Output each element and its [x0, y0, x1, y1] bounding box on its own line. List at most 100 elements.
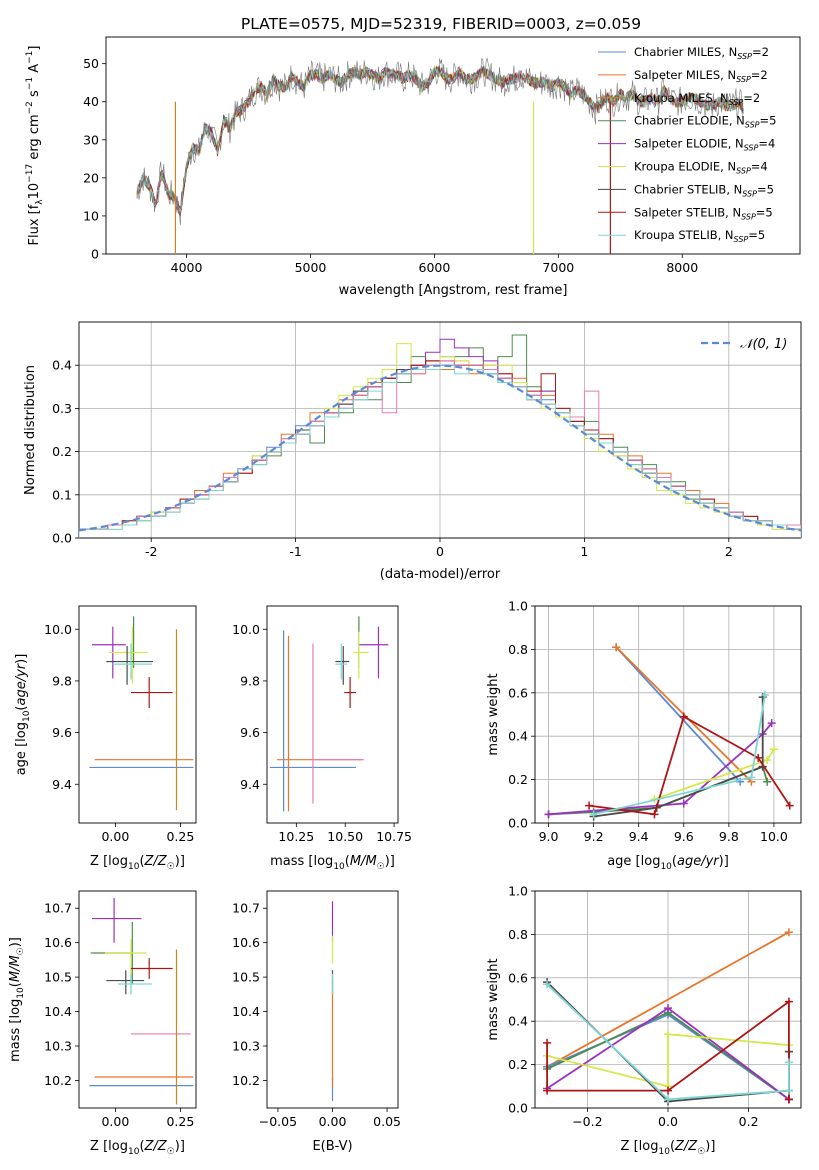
data-line: [136, 57, 744, 225]
age-vs-z-panel: 0.00 0.25 9.4 9.6 9.8 10.0 Z [log10(Z/Z☉)] age …: [14, 605, 197, 872]
y-tick-label: 9.8: [52, 673, 72, 688]
weight-line: [546, 931, 790, 1068]
errorbars: [269, 616, 389, 812]
x-tick-label: −0.2: [572, 1114, 602, 1129]
legend-entry: Chabrier STELIB, NSSP=5: [634, 182, 774, 198]
y-tick-label: 0: [91, 247, 99, 262]
x-tick-label: -2: [145, 544, 157, 559]
plot-frame: [78, 321, 802, 539]
weight-vs-z-panel: −0.2 0.0 0.2 0.0 0.2 0.4 0.6 0.8 1.0 mass weight Z…: [486, 884, 802, 1157]
y-tick-label: 0.8: [508, 642, 528, 657]
y-tick-label: 0.6: [508, 970, 528, 985]
y-tick-label: 9.4: [52, 777, 72, 792]
x-tick-label: 7000: [542, 260, 574, 275]
x-tick-label: 8000: [666, 260, 698, 275]
y-tick-label: 0.4: [508, 1014, 528, 1029]
y-tick-label: 50: [83, 56, 99, 71]
weight-vs-age-panel: 9.0 9.2 9.4 9.6 9.8 10.0 0.0 0.2 0.4 0.6 0.8 1.0 mas…: [486, 599, 802, 872]
x-tick-label: 9.0: [539, 829, 559, 844]
x-tick-label: 0.25: [166, 829, 194, 844]
y-tick-label: 0.6: [508, 685, 528, 700]
y-axis-label: mass weight: [486, 673, 501, 755]
y-tick-label: 40: [83, 94, 99, 109]
weight-marker: [784, 1086, 793, 1095]
y-tick-label: 0.3: [52, 401, 72, 416]
plot-frame: [266, 890, 399, 1109]
y-tick-label: 10.5: [232, 970, 260, 985]
y-tick-label: 10.0: [44, 622, 72, 637]
x-tick-label: 0.05: [373, 1114, 401, 1129]
gaussian-curve: [79, 364, 801, 532]
age-vs-mass-panel: 10.25 10.50 10.75 9.4 9.6 9.8 10.0 mass [log10(…: [232, 605, 412, 872]
weight-marker: [589, 810, 598, 819]
y-tick-label: 9.6: [52, 725, 72, 740]
y-tick-label: 1.0: [508, 884, 528, 899]
x-tick-label: 9.8: [719, 829, 739, 844]
x-tick-label: -1: [289, 544, 301, 559]
y-tick-label: 10.7: [232, 901, 260, 916]
y-tick-label: 10.5: [44, 970, 72, 985]
plot-frame: [534, 890, 802, 1109]
y-tick-label: 9.6: [240, 725, 260, 740]
weight-line: [615, 646, 741, 783]
plot-frame: [105, 36, 801, 255]
weight-marker: [679, 712, 688, 721]
x-axis-label: mass [log10(M/M☉)]: [270, 854, 395, 872]
y-tick-label: 0.0: [52, 531, 72, 546]
legend: Chabrier MILES, NSSP=2 Salpeter MILES, NS…: [598, 45, 776, 244]
x-axis-label: age [log10(age/yr)]: [607, 854, 729, 872]
x-tick-label: 0: [436, 544, 444, 559]
legend-entry: Salpeter STELIB, NSSP=5: [634, 205, 773, 221]
y-tick-label: 10.4: [44, 1004, 72, 1019]
legend-entry: Kroupa ELODIE, NSSP=4: [634, 160, 768, 176]
legend-entry: Kroupa MILES, NSSP=2: [634, 91, 760, 107]
weight-marker: [763, 756, 772, 765]
spectrum-lines: [136, 57, 744, 254]
x-tick-label: 0.00: [101, 829, 129, 844]
y-tick-label: 10.7: [44, 901, 72, 916]
weight-marker: [767, 719, 776, 728]
x-tick-label: 0.0: [658, 1114, 678, 1129]
plot-frame: [78, 890, 197, 1109]
weight-marker: [784, 928, 793, 937]
y-tick-label: 1.0: [508, 599, 528, 614]
weight-marker: [784, 997, 793, 1006]
y-axis-label: Flux [fλ10−17 erg cm−2 s−1 A−1]: [25, 46, 45, 246]
spectrum-panel: 4000 5000 6000 7000 8000 0 10 20 30 40 50 Flux [fλ1…: [25, 36, 801, 298]
x-tick-label: 10.0: [760, 829, 788, 844]
y-tick-label: 20: [83, 170, 99, 185]
y-tick-label: 0.0: [508, 816, 528, 831]
y-tick-label: 0.1: [52, 487, 72, 502]
x-tick-label: 10.75: [376, 829, 412, 844]
weight-marker: [736, 777, 745, 786]
plot-frame: [534, 605, 802, 824]
x-axis-label: Z [log10(Z/Z☉)]: [621, 1139, 716, 1157]
y-tick-label: 0.2: [52, 444, 72, 459]
y-axis-label: age [log10(age/yr)]: [14, 654, 32, 776]
legend-entry: Chabrier ELODIE, NSSP=5: [634, 114, 776, 130]
plot-frame: [266, 605, 399, 824]
errorbars: [89, 616, 194, 811]
weight-line: [546, 983, 790, 1101]
x-tick-label: 4000: [171, 260, 203, 275]
weight-marker: [543, 1086, 552, 1095]
weight-marker: [785, 801, 794, 810]
weight-marker: [664, 1095, 672, 1104]
weight-line: [546, 1033, 789, 1088]
y-tick-label: 10.6: [232, 935, 260, 950]
x-tick-label: 0.2: [739, 1114, 759, 1129]
y-tick-label: 10.2: [232, 1073, 260, 1088]
legend-entry: Salpeter MILES, NSSP=2: [634, 68, 768, 84]
x-axis-label: E(B-V): [312, 1139, 352, 1154]
x-tick-label: 5000: [295, 260, 327, 275]
y-tick-label: 0.0: [508, 1101, 528, 1116]
weight-marker: [784, 1095, 793, 1104]
weight-marker: [544, 810, 553, 819]
x-tick-label: 0.25: [166, 1114, 194, 1129]
x-tick-label: 1: [580, 544, 588, 559]
weight-marker: [747, 773, 756, 782]
y-axis-label: mass [log10(M/M☉)]: [8, 937, 26, 1062]
y-tick-label: 0.4: [52, 358, 72, 373]
